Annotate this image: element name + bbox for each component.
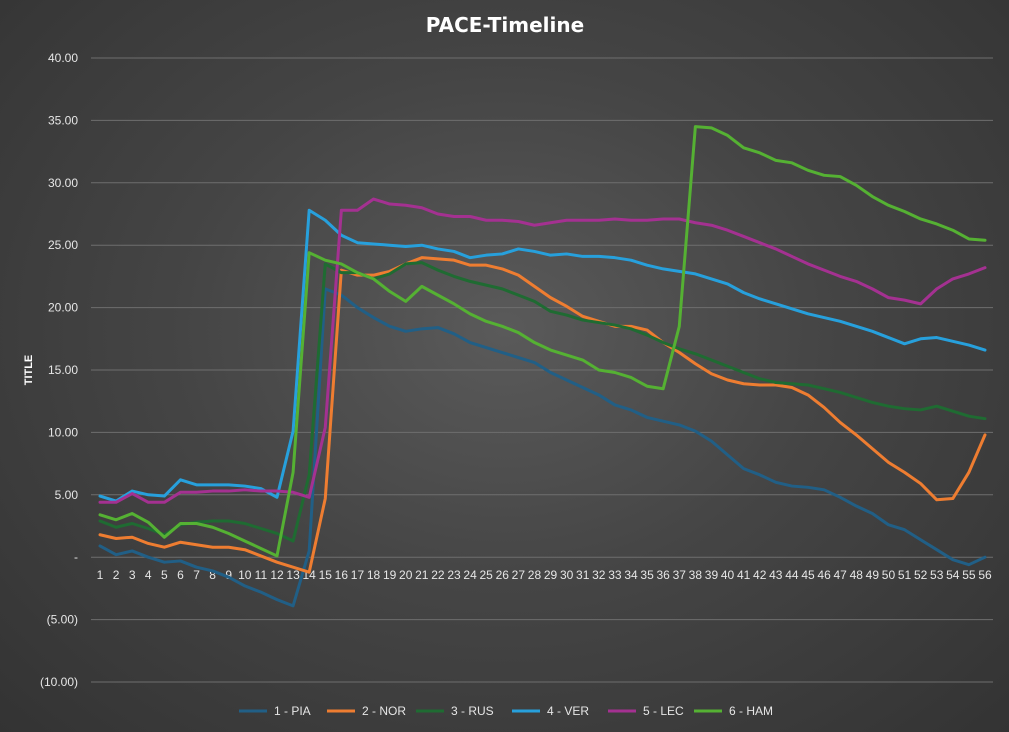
y-tick-label: 40.00: [48, 51, 78, 65]
series-line: [98, 261, 987, 543]
y-axis-label: TITLE: [23, 355, 35, 386]
legend: 1 - PIA 2 - NOR 3 - RUS 4 - VER 5 - LEC 6 - H…: [239, 704, 773, 718]
y-tick-label: 30.00: [48, 176, 78, 190]
x-tick-label: 7: [193, 568, 200, 582]
y-tick-label: (10.00): [40, 675, 78, 689]
x-tick-label: 46: [817, 568, 831, 582]
x-tick-label: 37: [673, 568, 687, 582]
gridlines: [91, 57, 993, 683]
legend-label: 6 - HAM: [729, 704, 773, 718]
x-tick-label: 48: [850, 568, 864, 582]
x-tick-label: 31: [576, 568, 590, 582]
y-tick-label: 5.00: [55, 488, 79, 502]
x-tick-label: 3: [129, 568, 136, 582]
x-tick-label: 17: [351, 568, 365, 582]
x-tick-label: 44: [785, 568, 799, 582]
legend-label: 1 - PIA: [274, 704, 311, 718]
x-tick-label: 6: [177, 568, 184, 582]
x-tick-label: 49: [866, 568, 880, 582]
y-tick-label: 15.00: [48, 363, 78, 377]
series-line: [98, 197, 987, 504]
series-line: [98, 125, 987, 558]
x-tick-label: 32: [592, 568, 606, 582]
x-tick-label: 19: [383, 568, 397, 582]
legend-label: 2 - NOR: [362, 704, 406, 718]
x-tick-label: 34: [624, 568, 638, 582]
x-tick-label: 45: [801, 568, 815, 582]
legend-label: 5 - LEC: [643, 704, 684, 718]
chart-title: PACE-Timeline: [426, 13, 584, 37]
series-line: [98, 256, 987, 574]
x-tick-label: 1: [97, 568, 104, 582]
x-tick-label: 56: [978, 568, 992, 582]
x-tick-label: 42: [753, 568, 767, 582]
x-tick-label: 35: [640, 568, 654, 582]
x-tick-label: 26: [496, 568, 510, 582]
x-tick-label: 9: [225, 568, 232, 582]
x-tick-label: 50: [882, 568, 896, 582]
series-line: [98, 287, 987, 608]
x-tick-label: 18: [367, 568, 381, 582]
y-tick-labels: 40.00 35.00 30.00 25.00 20.00 15.00 10.00 5.00 -…: [40, 51, 78, 689]
x-tick-label: 12: [270, 568, 284, 582]
x-tick-label: 30: [560, 568, 574, 582]
x-tick-label: 36: [657, 568, 671, 582]
x-tick-label: 23: [447, 568, 461, 582]
x-tick-label: 47: [834, 568, 848, 582]
x-tick-label: 20: [399, 568, 413, 582]
x-tick-label: 22: [431, 568, 445, 582]
y-tick-label: 35.00: [48, 113, 78, 127]
legend-label: 3 - RUS: [451, 704, 494, 718]
y-tick-label: 10.00: [48, 425, 78, 439]
x-tick-label: 8: [209, 568, 216, 582]
x-tick-label: 53: [930, 568, 944, 582]
x-tick-label: 16: [335, 568, 349, 582]
x-tick-label: 55: [962, 568, 976, 582]
x-tick-label: 51: [898, 568, 912, 582]
legend-label: 4 - VER: [547, 704, 589, 718]
x-tick-label: 38: [689, 568, 703, 582]
x-tick-label: 21: [415, 568, 429, 582]
x-tick-label: 25: [480, 568, 494, 582]
x-tick-label: 11: [255, 568, 268, 582]
x-tick-label: 2: [113, 568, 120, 582]
x-tick-label: 13: [286, 568, 300, 582]
series-line: [98, 208, 987, 503]
x-tick-label: 4: [145, 568, 152, 582]
x-tick-label: 29: [544, 568, 558, 582]
series-lines: [98, 125, 987, 608]
x-tick-label: 43: [769, 568, 783, 582]
y-tick-label: 25.00: [48, 238, 78, 252]
x-tick-label: 54: [946, 568, 960, 582]
x-tick-label: 40: [721, 568, 735, 582]
x-tick-label: 24: [463, 568, 477, 582]
x-tick-label: 10: [238, 568, 252, 582]
x-tick-labels: 1 2 3 4 5 6 7 8 9 10 11 12 13 14 15 16 17 18 19 20 21 22 23 24 2…: [97, 568, 992, 582]
x-tick-label: 5: [161, 568, 168, 582]
x-tick-label: 33: [608, 568, 622, 582]
x-tick-label: 52: [914, 568, 928, 582]
x-tick-label: 27: [512, 568, 526, 582]
x-tick-label: 15: [319, 568, 333, 582]
y-tick-label: (5.00): [47, 613, 78, 627]
y-tick-label: -: [74, 550, 78, 564]
x-tick-label: 28: [528, 568, 542, 582]
x-tick-label: 41: [737, 568, 751, 582]
y-tick-label: 20.00: [48, 301, 78, 315]
x-tick-label: 39: [705, 568, 719, 582]
